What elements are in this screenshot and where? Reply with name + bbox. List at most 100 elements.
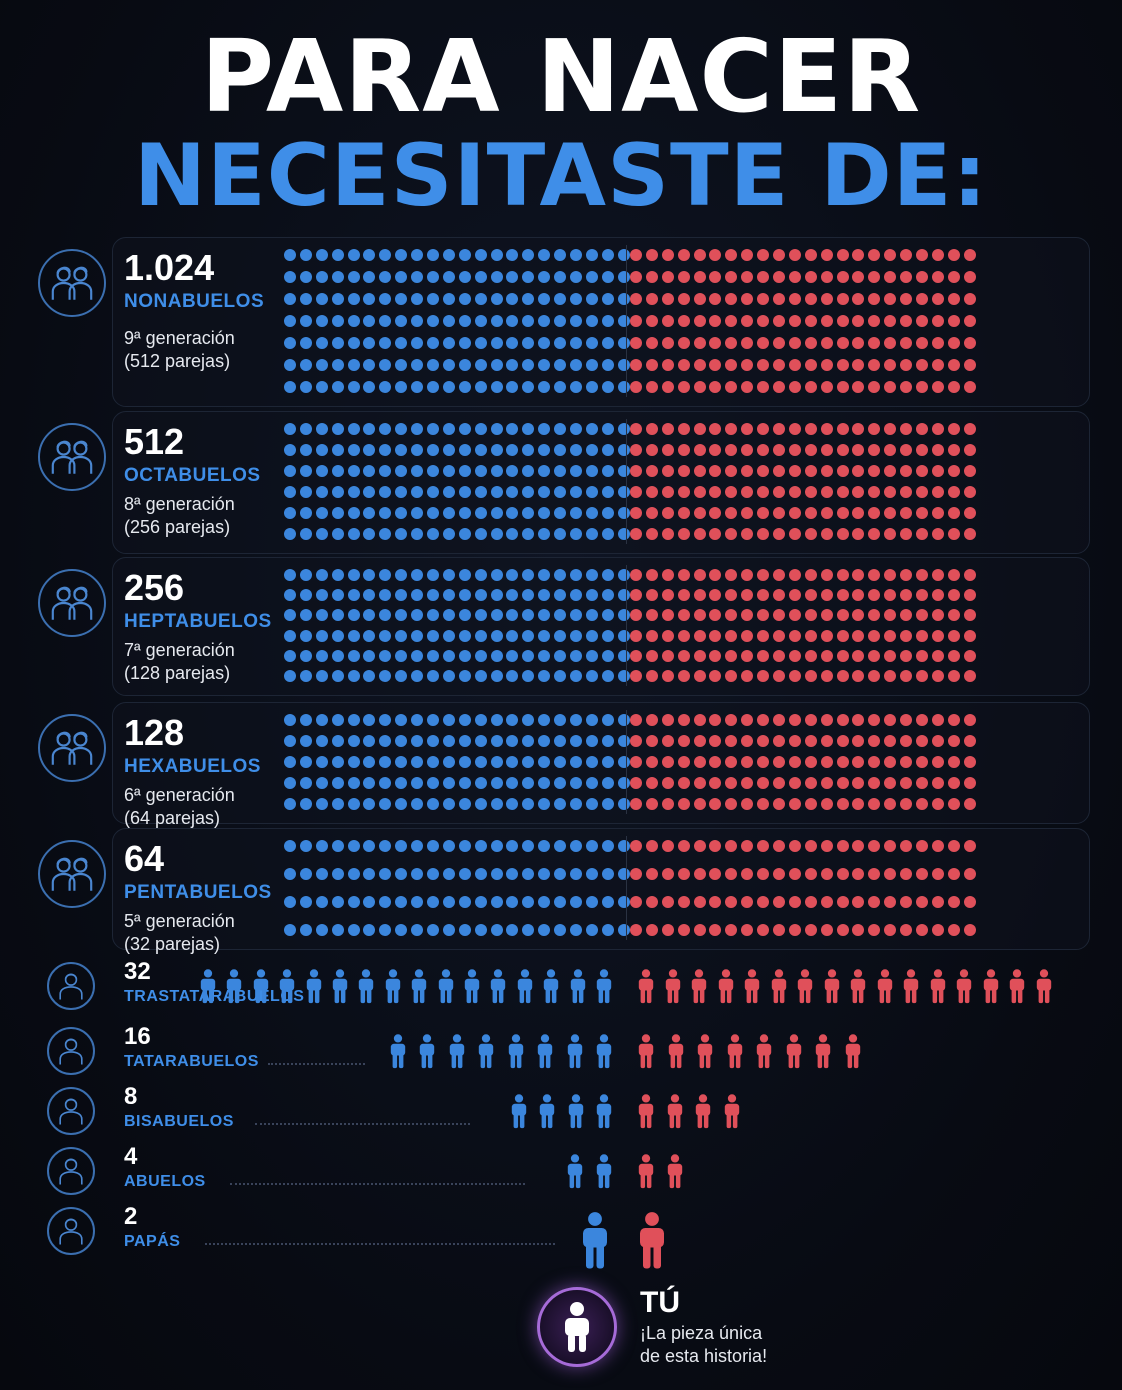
female-dot <box>677 315 690 327</box>
female-dot <box>868 293 881 305</box>
male-dot <box>395 649 408 662</box>
female-dot <box>741 609 754 622</box>
generation-count: 128 <box>124 712 185 753</box>
male-dot <box>331 840 344 852</box>
male-dot <box>538 271 551 283</box>
female-figure <box>850 969 866 1004</box>
female-dot <box>773 649 786 662</box>
female-dot <box>788 569 801 581</box>
male-dot <box>331 649 344 662</box>
female-dot <box>725 486 738 498</box>
generation-name: PAPÁS <box>124 1233 181 1250</box>
male-dot <box>299 486 312 498</box>
female-dot <box>757 868 770 880</box>
male-dot <box>395 756 408 768</box>
female-dot <box>916 381 929 393</box>
female-dot <box>645 756 658 768</box>
male-dot <box>570 735 583 747</box>
male-dot <box>363 777 376 789</box>
male-dot <box>299 423 312 435</box>
male-dot <box>331 465 344 477</box>
male-dot <box>347 649 360 662</box>
female-dot <box>773 840 786 852</box>
generation-icon-circle <box>47 1147 95 1195</box>
male-figure <box>359 969 374 1004</box>
female-dot <box>757 669 770 682</box>
male-dot <box>347 756 360 768</box>
female-dot <box>820 337 833 349</box>
female-dot <box>884 359 897 371</box>
female-figure <box>668 1034 683 1069</box>
female-dot <box>868 444 881 456</box>
male-figure <box>200 969 216 1004</box>
female-dot <box>931 249 944 261</box>
male-dot <box>315 629 328 642</box>
male-dot <box>363 609 376 622</box>
female-dot <box>931 649 944 662</box>
male-dot <box>554 569 567 581</box>
male-dot <box>570 271 583 283</box>
female-dot <box>741 465 754 477</box>
female-dot <box>645 735 658 747</box>
female-dot <box>757 423 770 435</box>
female-dot <box>852 924 865 936</box>
male-dot <box>570 609 583 622</box>
male-dot <box>395 465 408 477</box>
female-dot <box>884 528 897 540</box>
female-dot <box>916 714 929 726</box>
male-dot <box>617 315 630 327</box>
female-dot <box>804 868 817 880</box>
male-dot <box>570 896 583 908</box>
male-dot <box>474 609 487 622</box>
male-dot <box>379 589 392 602</box>
female-dot <box>931 315 944 327</box>
male-dot <box>458 756 471 768</box>
female-dot <box>741 359 754 371</box>
female-dot <box>725 735 738 747</box>
female-dot <box>900 924 913 936</box>
female-dot <box>868 381 881 393</box>
female-dot <box>900 798 913 810</box>
female-dot <box>820 777 833 789</box>
male-dot <box>538 629 551 642</box>
female-dot <box>677 444 690 456</box>
male-dot <box>331 735 344 747</box>
you-subtitle-line-1: ¡La pieza única <box>640 1323 763 1343</box>
female-dot-grid <box>630 840 976 936</box>
male-dot <box>347 528 360 540</box>
female-dot <box>741 924 754 936</box>
male-dot <box>411 669 424 682</box>
female-dot <box>741 669 754 682</box>
female-dot <box>820 271 833 283</box>
male-dot <box>442 444 455 456</box>
male-dot <box>442 629 455 642</box>
female-dot <box>693 381 706 393</box>
male-dot <box>490 423 503 435</box>
female-dot <box>947 315 960 327</box>
male-dot <box>522 444 535 456</box>
female-dot <box>947 669 960 682</box>
generation-name: NONABUELOS <box>124 291 265 312</box>
female-dot <box>868 777 881 789</box>
male-dot <box>299 924 312 936</box>
female-dot <box>788 629 801 642</box>
female-dot <box>741 444 754 456</box>
male-dot <box>347 359 360 371</box>
male-dot <box>315 271 328 283</box>
female-dot <box>788 359 801 371</box>
male-dot <box>554 315 567 327</box>
male-dot <box>363 507 376 519</box>
female-dot <box>963 444 976 456</box>
female-dot <box>630 714 642 726</box>
male-dot <box>427 359 440 371</box>
male-dot <box>284 777 296 789</box>
male-dot <box>490 896 503 908</box>
male-dot <box>554 798 567 810</box>
male-dot <box>284 735 296 747</box>
male-dot <box>506 735 519 747</box>
female-dot <box>868 798 881 810</box>
male-dot <box>522 293 535 305</box>
female-dot <box>963 381 976 393</box>
male-figure <box>491 969 506 1004</box>
male-dot <box>379 507 392 519</box>
